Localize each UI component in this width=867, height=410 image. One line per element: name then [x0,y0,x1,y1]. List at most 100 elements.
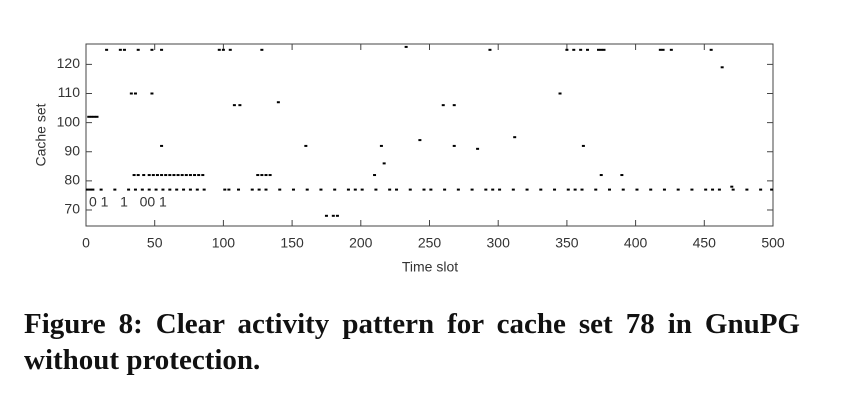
y-axis-label: Cache set [33,103,49,166]
point [452,144,456,147]
point [594,188,598,191]
x-tick-label: 200 [349,235,373,251]
point [87,115,91,118]
point [558,92,562,95]
point [232,104,236,107]
point [565,48,569,51]
point [717,188,721,191]
point [602,48,606,51]
point [373,174,377,177]
point [484,188,488,191]
point [661,48,665,51]
point [264,174,268,177]
point [333,188,337,191]
point [176,174,180,177]
x-tick-label: 450 [693,235,717,251]
point [264,188,268,191]
chart: Time slot Cache set 0 50 100 150 200 250 300 35… [33,43,785,275]
point [335,214,339,217]
point [202,188,206,191]
y-tick-label: 110 [58,84,81,100]
point [579,48,583,51]
point [304,144,308,147]
x-tick-label: 150 [280,235,304,251]
point [770,188,774,191]
point [291,188,295,191]
point [122,48,126,51]
point [597,48,601,51]
point [511,188,515,191]
point [118,48,122,51]
point [217,48,221,51]
point [140,188,144,191]
point [319,188,323,191]
point [331,214,335,217]
point [237,188,241,191]
point [379,144,383,147]
point [620,174,624,177]
point [260,174,264,177]
point [404,45,408,48]
y-tick-label: 80 [64,172,80,188]
point [581,144,585,147]
x-tick-label: 300 [487,235,511,251]
point [197,174,201,177]
point [256,174,260,177]
point [257,188,261,191]
point [491,188,495,191]
point [91,188,95,191]
point [730,185,734,188]
point [150,92,154,95]
point [635,188,639,191]
y-tick-label: 70 [64,201,80,217]
x-tick-label: 500 [761,235,785,251]
point [276,101,280,104]
point [658,48,662,51]
point [476,147,480,150]
point [151,174,155,177]
point [136,48,140,51]
point [250,188,254,191]
point [553,188,557,191]
point [452,104,456,107]
point [580,188,584,191]
point [690,188,694,191]
point [566,188,570,191]
point [759,188,763,191]
point [136,174,140,177]
point [155,174,159,177]
x-tick-label: 250 [418,235,442,251]
point [154,188,158,191]
point [278,188,282,191]
point [353,188,357,191]
point [599,174,603,177]
point [513,136,517,139]
point [184,174,188,177]
point [85,188,89,191]
point [539,188,543,191]
point [127,188,131,191]
point [223,188,227,191]
point [164,174,168,177]
point [456,188,460,191]
point [470,188,474,191]
point [418,139,422,142]
point [731,188,735,191]
point [711,188,715,191]
point [193,174,197,177]
point [160,174,164,177]
point [745,188,749,191]
point [441,104,445,107]
point [607,188,611,191]
point [268,174,272,177]
point [147,188,151,191]
point [720,66,724,69]
point [621,188,625,191]
point [89,115,93,118]
point [201,174,205,177]
point [221,48,225,51]
point [498,188,502,191]
point [88,188,92,191]
point [525,188,529,191]
